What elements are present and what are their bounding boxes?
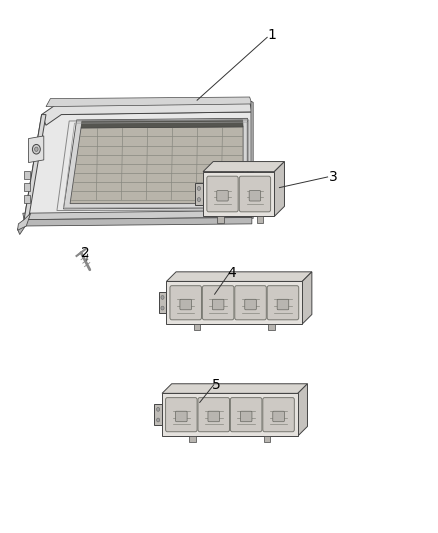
Circle shape xyxy=(197,187,201,190)
Polygon shape xyxy=(166,281,302,324)
Polygon shape xyxy=(274,161,284,216)
Polygon shape xyxy=(70,127,243,204)
FancyBboxPatch shape xyxy=(239,176,271,212)
Polygon shape xyxy=(257,216,263,223)
Text: 1: 1 xyxy=(267,28,276,42)
FancyBboxPatch shape xyxy=(212,300,224,310)
Polygon shape xyxy=(18,217,252,235)
FancyBboxPatch shape xyxy=(202,286,234,320)
Polygon shape xyxy=(64,118,247,209)
Polygon shape xyxy=(298,384,307,436)
Polygon shape xyxy=(159,292,166,313)
Polygon shape xyxy=(203,172,274,216)
FancyBboxPatch shape xyxy=(235,286,266,320)
Circle shape xyxy=(161,306,164,310)
Text: 3: 3 xyxy=(328,170,337,184)
Polygon shape xyxy=(28,136,44,163)
Polygon shape xyxy=(264,436,271,442)
FancyBboxPatch shape xyxy=(170,286,201,320)
Circle shape xyxy=(156,407,160,411)
FancyBboxPatch shape xyxy=(249,191,261,201)
FancyBboxPatch shape xyxy=(245,300,256,310)
Circle shape xyxy=(35,147,38,151)
Polygon shape xyxy=(189,436,196,442)
Polygon shape xyxy=(154,404,162,425)
Polygon shape xyxy=(251,101,253,219)
FancyBboxPatch shape xyxy=(267,286,299,320)
Polygon shape xyxy=(24,115,46,220)
Polygon shape xyxy=(217,216,224,223)
Polygon shape xyxy=(46,97,252,107)
Text: 2: 2 xyxy=(81,246,90,260)
FancyBboxPatch shape xyxy=(230,398,262,432)
FancyBboxPatch shape xyxy=(217,191,228,201)
FancyBboxPatch shape xyxy=(176,411,187,422)
FancyBboxPatch shape xyxy=(166,398,197,432)
Polygon shape xyxy=(24,183,30,191)
Polygon shape xyxy=(81,120,243,128)
FancyBboxPatch shape xyxy=(207,176,238,212)
Circle shape xyxy=(156,418,160,422)
FancyBboxPatch shape xyxy=(198,398,230,432)
Circle shape xyxy=(161,295,164,300)
Polygon shape xyxy=(166,272,312,281)
Text: 5: 5 xyxy=(212,378,221,392)
FancyBboxPatch shape xyxy=(277,300,289,310)
Polygon shape xyxy=(162,393,298,436)
Polygon shape xyxy=(24,195,30,203)
Polygon shape xyxy=(162,384,307,393)
Polygon shape xyxy=(268,324,275,330)
FancyBboxPatch shape xyxy=(208,411,219,422)
Polygon shape xyxy=(194,324,200,330)
Polygon shape xyxy=(42,101,252,125)
Text: 4: 4 xyxy=(228,266,237,280)
Polygon shape xyxy=(18,213,31,230)
FancyBboxPatch shape xyxy=(263,398,294,432)
Circle shape xyxy=(197,198,201,201)
Polygon shape xyxy=(302,272,312,324)
Polygon shape xyxy=(24,171,30,179)
FancyBboxPatch shape xyxy=(240,411,252,422)
FancyBboxPatch shape xyxy=(180,300,191,310)
Polygon shape xyxy=(195,183,203,205)
Polygon shape xyxy=(24,112,252,220)
Polygon shape xyxy=(23,211,252,220)
Circle shape xyxy=(32,144,40,154)
Polygon shape xyxy=(203,161,284,172)
FancyBboxPatch shape xyxy=(273,411,284,422)
